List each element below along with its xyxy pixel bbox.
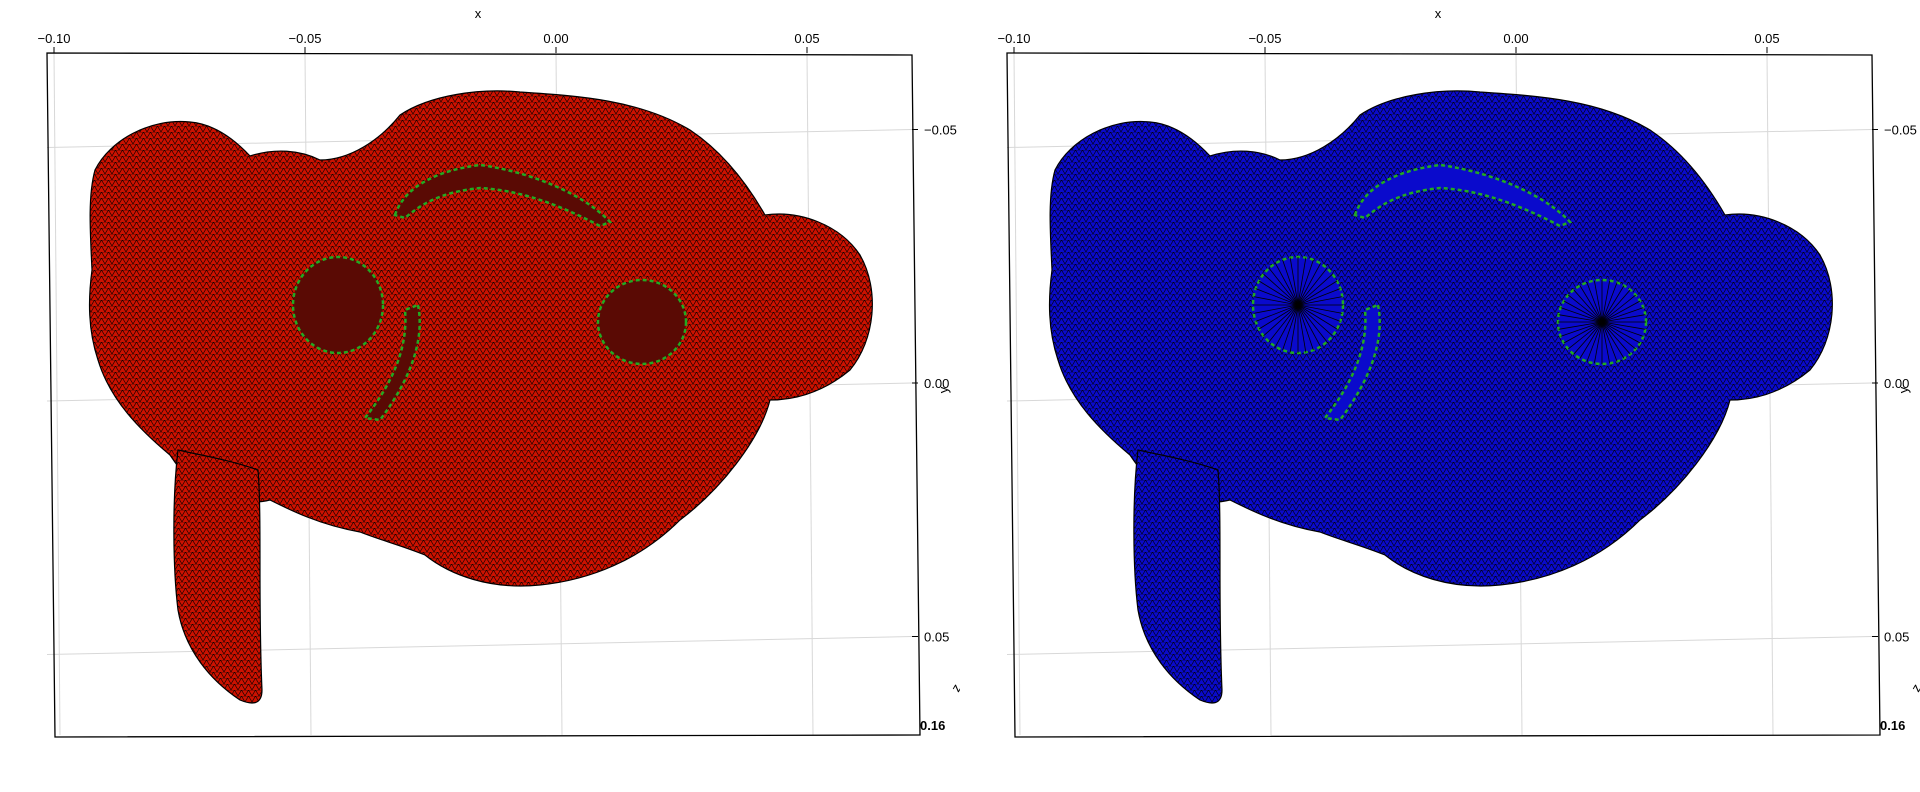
z-tick-label: 0.16 bbox=[1880, 718, 1905, 733]
z-axis-label: z bbox=[948, 681, 960, 694]
axes-right: −0.10 −0.05 0.00 0.05 −0.05 0.00 0.05 x y z 0.16 bbox=[998, 6, 1920, 738]
z-tick-label: 0.16 bbox=[920, 718, 945, 733]
mesh-plot-left: −0.10 −0.05 0.00 0.05 −0.05 0.00 0.05 x y z 0.16 bbox=[0, 0, 964, 787]
y-tick-label: −0.05 bbox=[924, 123, 957, 138]
x-tick-label: −0.10 bbox=[38, 31, 71, 46]
mesh-ear bbox=[173, 449, 263, 704]
axis-frame bbox=[46, 52, 921, 738]
eye-hole bbox=[1556, 278, 1648, 366]
eye-hole bbox=[596, 278, 688, 366]
brow-boundary bbox=[1353, 163, 1573, 228]
x-gridline bbox=[1013, 52, 1021, 736]
y-tick-label: −0.05 bbox=[1884, 123, 1917, 138]
y-gridline bbox=[1006, 636, 1873, 655]
x-tick-label: 0.00 bbox=[543, 31, 568, 46]
nose-boundary bbox=[1322, 303, 1381, 422]
y-tick-label: 0.05 bbox=[924, 630, 949, 645]
z-axis-label: z bbox=[1908, 681, 1920, 694]
x-axis-label: x bbox=[1435, 6, 1442, 21]
y-tick-label: 0.05 bbox=[1884, 630, 1909, 645]
mesh-holes bbox=[1251, 163, 1648, 422]
mesh-right bbox=[1048, 90, 1833, 704]
x-tick-label: 0.00 bbox=[1503, 31, 1528, 46]
x-axis-label: x bbox=[475, 6, 482, 21]
eye-hole bbox=[1251, 255, 1345, 355]
x-tick-label: −0.05 bbox=[1249, 31, 1282, 46]
x-gridline bbox=[806, 52, 814, 736]
x-gridline bbox=[53, 52, 61, 736]
x-tick-label: 0.05 bbox=[794, 31, 819, 46]
mesh-holes bbox=[291, 163, 688, 422]
eye-hole bbox=[291, 255, 385, 355]
y-gridline bbox=[46, 636, 913, 655]
y-tick-label: 0.00 bbox=[924, 376, 949, 391]
mesh-left bbox=[88, 90, 873, 704]
x-tick-label: 0.05 bbox=[1754, 31, 1779, 46]
brow-boundary bbox=[393, 163, 613, 228]
axis-frame bbox=[1006, 52, 1881, 738]
mesh-ear bbox=[1133, 449, 1223, 704]
x-tick-label: −0.10 bbox=[998, 31, 1031, 46]
x-tick-label: −0.05 bbox=[289, 31, 322, 46]
mesh-plot-left-svg: −0.10 −0.05 0.00 0.05 −0.05 0.00 0.05 x y z 0.16 bbox=[38, 6, 964, 738]
mesh-plot-right: −0.10 −0.05 0.00 0.05 −0.05 0.00 0.05 x y z 0.16 bbox=[960, 0, 1920, 787]
x-gridline bbox=[1766, 52, 1774, 736]
mesh-plot-right-svg: −0.10 −0.05 0.00 0.05 −0.05 0.00 0.05 x y z 0.16 bbox=[998, 6, 1920, 738]
y-axis-label: y bbox=[1896, 386, 1911, 393]
y-tick-label: 0.00 bbox=[1884, 376, 1909, 391]
y-axis-label: y bbox=[936, 386, 951, 393]
nose-boundary bbox=[362, 303, 421, 422]
